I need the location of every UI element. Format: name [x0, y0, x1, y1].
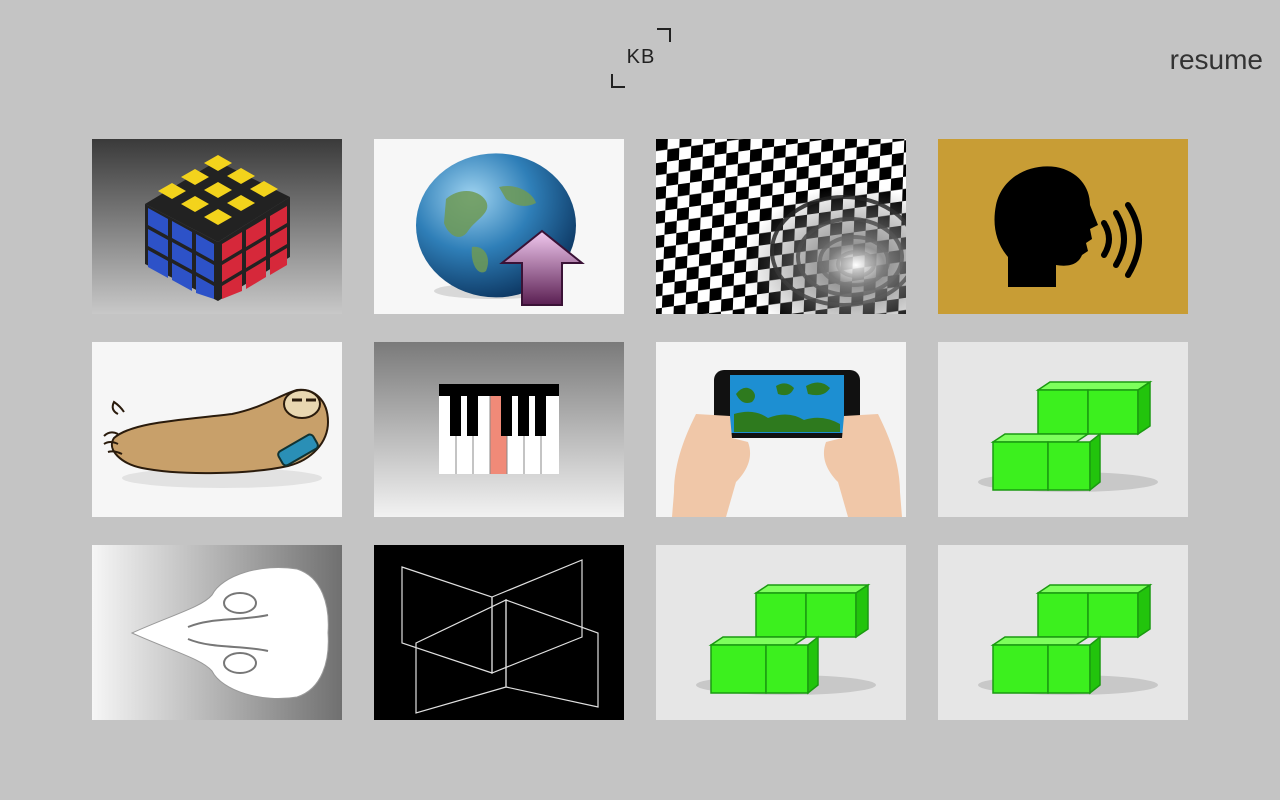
- green-blocks-icon: [938, 545, 1188, 720]
- speaking-head-icon: [938, 139, 1188, 314]
- fluid-vortex-icon: [92, 545, 342, 720]
- project-tile-green-blocks-3[interactable]: [938, 545, 1188, 720]
- globe-upload-icon: [374, 139, 624, 314]
- project-tile-sloth[interactable]: [92, 342, 342, 517]
- warped-checkerboard-icon: [656, 139, 906, 314]
- project-tile-fluid-vortex[interactable]: [92, 545, 342, 720]
- project-tile-warped-checkerboard[interactable]: [656, 139, 906, 314]
- project-tile-globe-upload[interactable]: [374, 139, 624, 314]
- sloth-with-phone-icon: [92, 342, 342, 517]
- green-blocks-icon: [938, 342, 1188, 517]
- rubiks-cube-icon: [92, 139, 342, 314]
- project-tile-green-blocks-1[interactable]: [938, 342, 1188, 517]
- logo-text: KB: [626, 46, 656, 68]
- logo-corner-top-right: [657, 28, 671, 42]
- project-tile-piano[interactable]: [374, 342, 624, 517]
- logo-corner-bottom-left: [611, 74, 625, 88]
- resume-link[interactable]: resume: [1169, 44, 1263, 75]
- project-tile-rubiks-cube[interactable]: [92, 139, 342, 314]
- green-blocks-icon: [656, 545, 906, 720]
- phone-game-icon: [656, 342, 906, 517]
- project-tile-wireframe-planes[interactable]: [374, 545, 624, 720]
- project-tile-green-blocks-2[interactable]: [656, 545, 906, 720]
- project-tile-phone-game[interactable]: [656, 342, 906, 517]
- project-grid: [92, 139, 1188, 720]
- wireframe-planes-icon: [374, 545, 624, 720]
- logo[interactable]: KB: [611, 28, 671, 88]
- project-tile-speaking-head[interactable]: [938, 139, 1188, 314]
- piano-keys-icon: [374, 342, 624, 517]
